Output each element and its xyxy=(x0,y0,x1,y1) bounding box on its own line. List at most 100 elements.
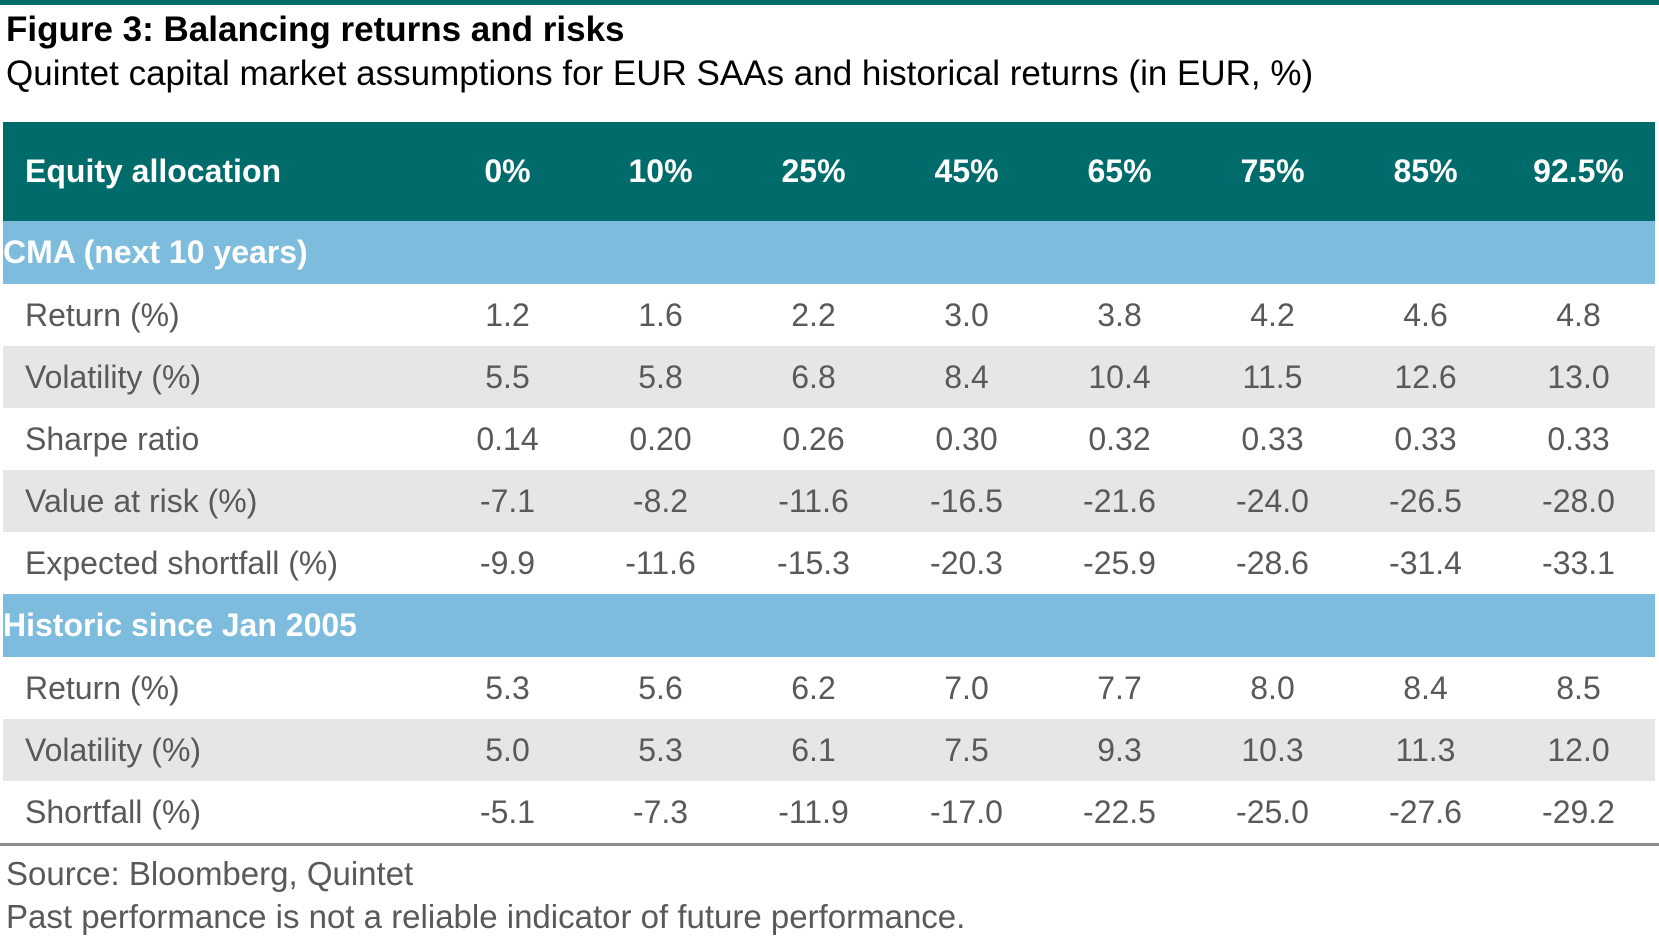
table-cell: -11.6 xyxy=(584,532,737,594)
table-cell: 7.0 xyxy=(890,657,1043,719)
table-cell: 1.6 xyxy=(584,284,737,346)
table-cell: 5.0 xyxy=(431,719,584,781)
figure-subtitle: Quintet capital market assumptions for E… xyxy=(6,54,1314,93)
table-cell: 0.32 xyxy=(1043,408,1196,470)
table-row: Volatility (%) 5.0 5.3 6.1 7.5 9.3 10.3 11.3 12.… xyxy=(3,719,1655,781)
table-cell: 5.8 xyxy=(584,346,737,408)
column-header: 25% xyxy=(737,122,890,221)
table-row: Value at risk (%) -7.1 -8.2 -11.6 -16.5 -21.6… xyxy=(3,470,1655,532)
table-cell: -9.9 xyxy=(431,532,584,594)
bottom-rule xyxy=(0,843,1659,846)
table-cell: 8.5 xyxy=(1502,657,1655,719)
table-cell: -31.4 xyxy=(1349,532,1502,594)
table-cell: -29.2 xyxy=(1502,781,1655,843)
row-label: Volatility (%) xyxy=(3,346,431,408)
table-cell: 10.3 xyxy=(1196,719,1349,781)
table-cell: 3.0 xyxy=(890,284,1043,346)
table-cell: 4.6 xyxy=(1349,284,1502,346)
table-cell: -16.5 xyxy=(890,470,1043,532)
table-cell: 12.0 xyxy=(1502,719,1655,781)
column-header: 0% xyxy=(431,122,584,221)
section-title: Historic since Jan 2005 xyxy=(3,594,1655,657)
section-row: CMA (next 10 years) xyxy=(3,221,1655,284)
table-cell: 7.5 xyxy=(890,719,1043,781)
table-cell: -7.1 xyxy=(431,470,584,532)
table-row: Sharpe ratio 0.14 0.20 0.26 0.30 0.32 0.33 0.33… xyxy=(3,408,1655,470)
table-cell: 4.2 xyxy=(1196,284,1349,346)
table-cell: 7.7 xyxy=(1043,657,1196,719)
table-cell: -24.0 xyxy=(1196,470,1349,532)
row-label: Shortfall (%) xyxy=(3,781,431,843)
figure-title: Figure 3: Balancing returns and risks xyxy=(6,10,625,49)
table-cell: -28.0 xyxy=(1502,470,1655,532)
data-table: Equity allocation 0% 10% 25% 45% 65% 75%… xyxy=(3,122,1655,843)
table-cell: -15.3 xyxy=(737,532,890,594)
table-cell: 6.8 xyxy=(737,346,890,408)
table-cell: -22.5 xyxy=(1043,781,1196,843)
table-cell: 13.0 xyxy=(1502,346,1655,408)
table-cell: 5.6 xyxy=(584,657,737,719)
table-cell: 5.3 xyxy=(431,657,584,719)
table-cell: 0.26 xyxy=(737,408,890,470)
column-header: 92.5% xyxy=(1502,122,1655,221)
table-cell: 0.33 xyxy=(1502,408,1655,470)
table-cell: -5.1 xyxy=(431,781,584,843)
table-cell: 6.2 xyxy=(737,657,890,719)
top-rule xyxy=(0,0,1659,5)
table-cell: 0.33 xyxy=(1196,408,1349,470)
row-label: Volatility (%) xyxy=(3,719,431,781)
table-cell: -21.6 xyxy=(1043,470,1196,532)
table-cell: -33.1 xyxy=(1502,532,1655,594)
table-cell: -26.5 xyxy=(1349,470,1502,532)
table-cell: -20.3 xyxy=(890,532,1043,594)
table-cell: 8.4 xyxy=(890,346,1043,408)
table-cell: -28.6 xyxy=(1196,532,1349,594)
table-body: CMA (next 10 years) Return (%) 1.2 1.6 2.2 3.… xyxy=(3,221,1655,843)
column-header: 65% xyxy=(1043,122,1196,221)
header-label: Equity allocation xyxy=(3,122,431,221)
table-cell: 9.3 xyxy=(1043,719,1196,781)
table-cell: 2.2 xyxy=(737,284,890,346)
table-cell: 5.5 xyxy=(431,346,584,408)
section-title: CMA (next 10 years) xyxy=(3,221,1655,284)
table-cell: -25.9 xyxy=(1043,532,1196,594)
table-cell: 6.1 xyxy=(737,719,890,781)
table-cell: -7.3 xyxy=(584,781,737,843)
table-cell: -11.6 xyxy=(737,470,890,532)
table-cell: 10.4 xyxy=(1043,346,1196,408)
table-cell: 0.14 xyxy=(431,408,584,470)
row-label: Return (%) xyxy=(3,284,431,346)
disclaimer-note: Past performance is not a reliable indic… xyxy=(6,898,966,935)
table-row: Expected shortfall (%) -9.9 -11.6 -15.3 -20.… xyxy=(3,532,1655,594)
table-cell: 0.33 xyxy=(1349,408,1502,470)
table-cell: 11.5 xyxy=(1196,346,1349,408)
table-cell: 12.6 xyxy=(1349,346,1502,408)
table-cell: 5.3 xyxy=(584,719,737,781)
table-cell: 8.0 xyxy=(1196,657,1349,719)
table-cell: 0.20 xyxy=(584,408,737,470)
table-cell: 4.8 xyxy=(1502,284,1655,346)
table-cell: 0.30 xyxy=(890,408,1043,470)
table-cell: 1.2 xyxy=(431,284,584,346)
table-header-row: Equity allocation 0% 10% 25% 45% 65% 75%… xyxy=(3,122,1655,221)
table-cell: -25.0 xyxy=(1196,781,1349,843)
table-row: Return (%) 5.3 5.6 6.2 7.0 7.7 8.0 8.4 8.5 xyxy=(3,657,1655,719)
table-cell: 11.3 xyxy=(1349,719,1502,781)
table-cell: -11.9 xyxy=(737,781,890,843)
column-header: 45% xyxy=(890,122,1043,221)
column-header: 75% xyxy=(1196,122,1349,221)
row-label: Expected shortfall (%) xyxy=(3,532,431,594)
table-row: Volatility (%) 5.5 5.8 6.8 8.4 10.4 11.5 12.6 13… xyxy=(3,346,1655,408)
table-cell: -17.0 xyxy=(890,781,1043,843)
table-row: Shortfall (%) -5.1 -7.3 -11.9 -17.0 -22.5 -25.… xyxy=(3,781,1655,843)
table-cell: -8.2 xyxy=(584,470,737,532)
table-cell: -27.6 xyxy=(1349,781,1502,843)
table-cell: 8.4 xyxy=(1349,657,1502,719)
source-note: Source: Bloomberg, Quintet xyxy=(6,855,414,892)
row-label: Value at risk (%) xyxy=(3,470,431,532)
table-cell: 3.8 xyxy=(1043,284,1196,346)
section-row: Historic since Jan 2005 xyxy=(3,594,1655,657)
row-label: Sharpe ratio xyxy=(3,408,431,470)
row-label: Return (%) xyxy=(3,657,431,719)
column-header: 10% xyxy=(584,122,737,221)
